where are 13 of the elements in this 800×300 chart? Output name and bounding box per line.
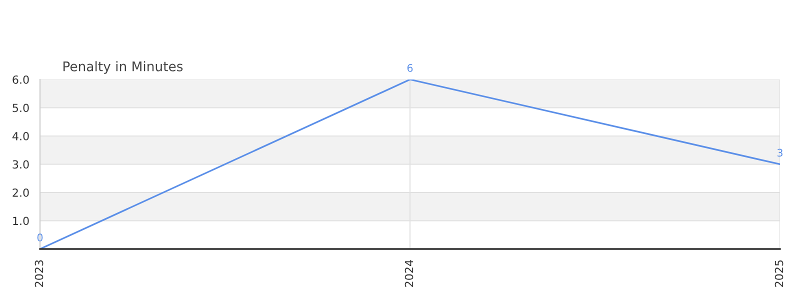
data-label: 6: [407, 64, 413, 72]
x-tick-label: 2024: [404, 260, 414, 287]
chart-title: Penalty in Minutes: [63, 61, 183, 74]
y-tick-label: 4.0: [12, 132, 29, 140]
data-label: 0: [37, 234, 43, 242]
y-tick-label: 5.0: [12, 104, 29, 112]
x-tick-label: 2025: [774, 260, 784, 287]
y-tick-label: 1.0: [13, 216, 29, 226]
y-tick-label: 6.0: [12, 75, 29, 84]
data-label: 3: [777, 148, 782, 157]
x-tick-label: 2023: [34, 260, 44, 287]
y-tick-label: 3.0: [12, 160, 29, 169]
y-tick-label: 2.0: [12, 188, 29, 197]
